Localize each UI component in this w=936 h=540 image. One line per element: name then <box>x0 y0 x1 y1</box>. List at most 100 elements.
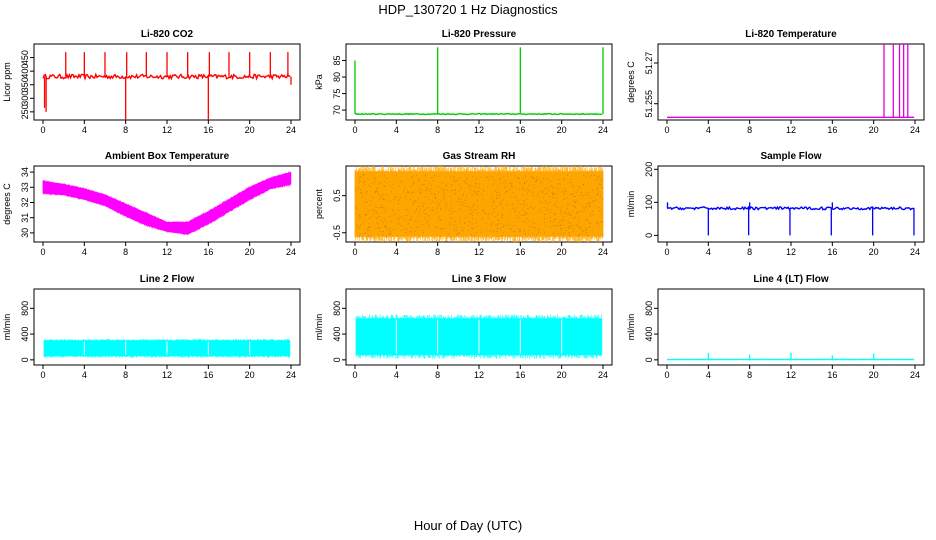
rh-dot <box>474 235 475 237</box>
x-tick-label: 16 <box>827 370 837 380</box>
rh-dot <box>439 227 441 229</box>
rh-dot <box>568 221 569 223</box>
rh-dot <box>577 190 579 191</box>
rh-dot <box>437 206 439 207</box>
rh-dot <box>408 191 410 193</box>
rh-dot <box>550 211 552 213</box>
rh-dot <box>369 194 371 196</box>
rh-dot <box>600 221 602 222</box>
rh-dot <box>589 223 591 225</box>
rh-dot <box>601 186 603 188</box>
rh-dot <box>564 190 566 192</box>
rh-dot <box>381 204 383 206</box>
rh-dot <box>394 196 396 198</box>
rh-dot <box>586 176 587 177</box>
rh-dot <box>533 195 534 197</box>
rh-dot <box>409 199 411 200</box>
rh-dot <box>578 185 580 187</box>
x-tick-label: 16 <box>827 125 837 135</box>
rh-dot <box>424 209 426 211</box>
rh-dot <box>422 224 424 226</box>
rh-dot <box>359 216 361 218</box>
rh-dot <box>369 204 371 206</box>
x-tick-label: 20 <box>557 125 567 135</box>
rh-dot <box>465 205 467 207</box>
rh-dot <box>550 185 552 187</box>
rh-dot <box>376 190 378 192</box>
rh-dot <box>477 190 479 192</box>
rh-dot <box>569 181 571 183</box>
rh-dot <box>451 217 453 219</box>
rh-dot <box>511 183 513 185</box>
rh-dot <box>516 197 518 199</box>
rh-dot <box>507 218 508 220</box>
rh-dot <box>585 205 587 207</box>
rh-dot <box>385 194 387 196</box>
y-axis-label: percent <box>314 188 324 219</box>
rh-dot <box>466 178 468 180</box>
rh-dot <box>358 182 360 184</box>
x-tick-label: 8 <box>747 125 752 135</box>
rh-dot <box>522 194 524 195</box>
y-tick-label: 34 <box>20 167 30 177</box>
rh-dot <box>458 218 460 220</box>
rh-dot <box>575 224 577 226</box>
rh-dot <box>487 217 489 219</box>
x-tick-label: 0 <box>40 370 45 380</box>
rh-dot <box>514 224 516 226</box>
rh-dot <box>490 176 492 178</box>
rh-dot <box>496 198 498 200</box>
rh-dot <box>355 190 357 192</box>
rh-dot <box>602 179 604 181</box>
rh-dot <box>581 192 583 193</box>
rh-dot <box>588 195 590 197</box>
rh-dot <box>434 194 436 196</box>
rh-dot <box>415 201 417 203</box>
y-axis-label: Licor ppm <box>2 62 12 102</box>
rh-dot <box>453 189 455 191</box>
rh-dot <box>410 176 412 178</box>
rh-dot <box>503 225 504 227</box>
rh-dot <box>549 217 551 218</box>
rh-dot <box>504 186 506 188</box>
x-tick-label: 4 <box>706 247 711 257</box>
rh-dot <box>523 207 525 209</box>
rh-dot <box>398 199 400 201</box>
rh-dot <box>417 215 419 217</box>
rh-dot <box>512 207 514 209</box>
rh-dot <box>412 203 414 205</box>
rh-dot <box>480 176 482 178</box>
rh-dot <box>471 211 473 213</box>
rh-dot <box>429 183 430 185</box>
rh-dot <box>368 235 370 237</box>
rh-dot <box>585 227 587 229</box>
rh-dot <box>442 197 444 199</box>
y-tick-label: 200 <box>644 162 654 177</box>
rh-dot <box>600 212 602 214</box>
rh-dot <box>546 203 548 205</box>
rh-dot <box>380 206 382 208</box>
rh-dot <box>588 201 590 203</box>
rh-dot <box>401 180 403 182</box>
rh-dot <box>572 185 574 187</box>
rh-dot <box>573 202 575 203</box>
rh-dot <box>415 226 417 228</box>
rh-dot <box>394 197 395 199</box>
rh-dot <box>469 207 471 208</box>
rh-dot <box>579 228 581 230</box>
rh-dot <box>582 184 584 186</box>
rh-dot <box>384 226 386 228</box>
rh-dot <box>517 231 519 233</box>
rh-dot <box>414 199 415 201</box>
rh-dot <box>538 228 539 229</box>
rh-dot <box>496 227 498 229</box>
rh-dot <box>490 199 492 201</box>
rh-dot <box>541 212 543 214</box>
rh-dot <box>596 176 598 178</box>
rh-dot <box>432 177 434 178</box>
rh-dot <box>423 232 424 234</box>
rh-dot <box>546 208 548 210</box>
rh-dot <box>382 194 384 196</box>
rh-dot <box>529 226 530 227</box>
x-tick-label: 8 <box>123 370 128 380</box>
